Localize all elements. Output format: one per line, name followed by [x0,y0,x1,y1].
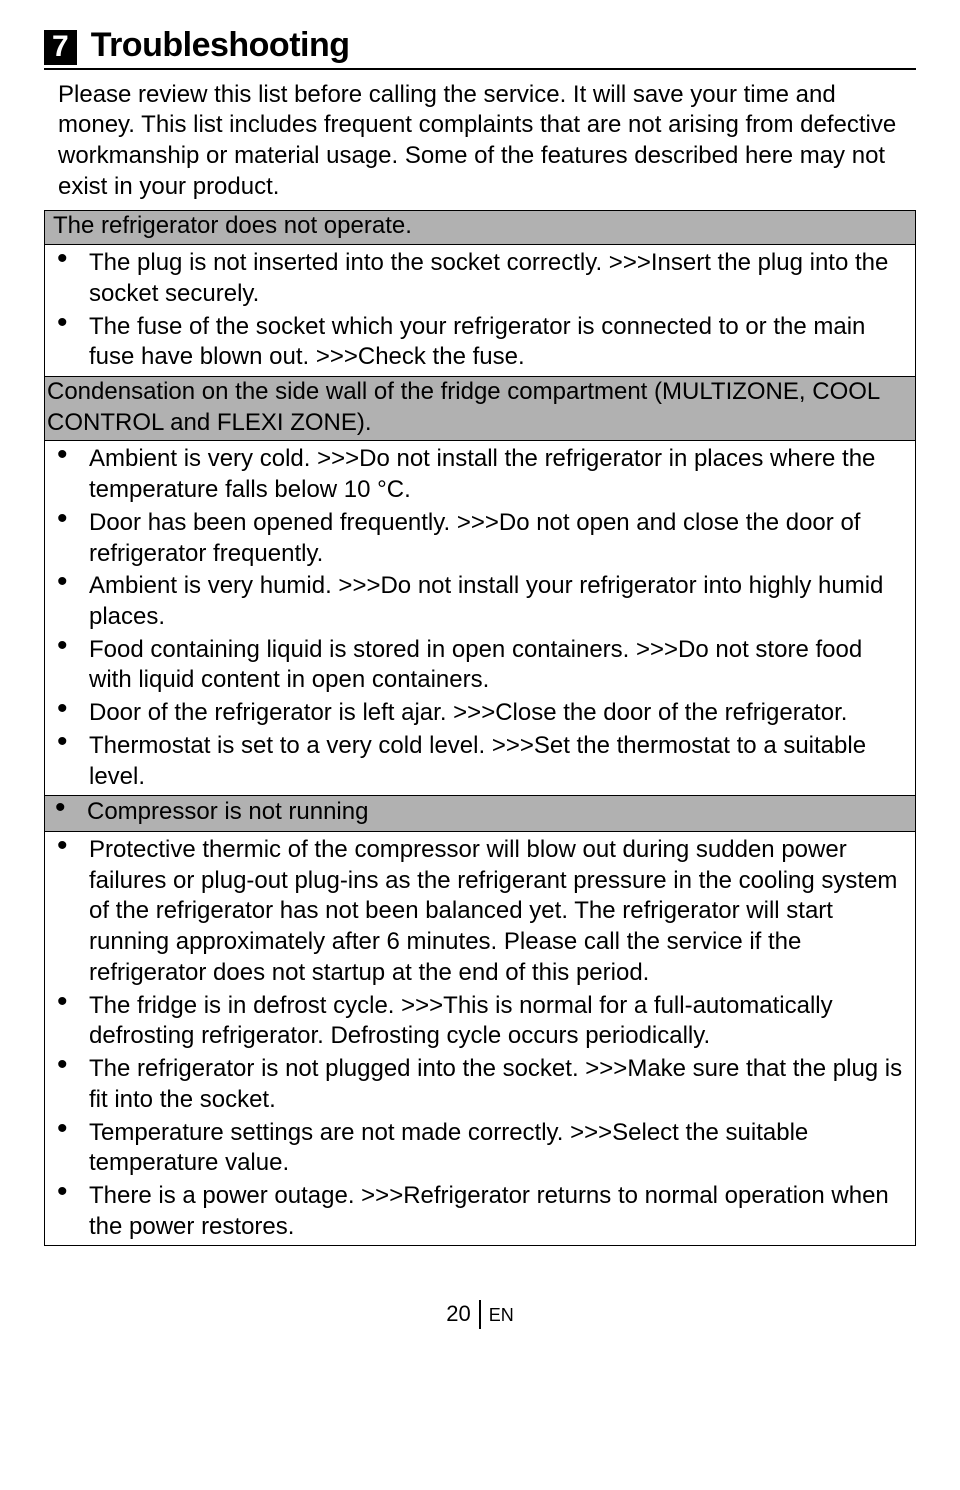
item-list: The plug is not inserted into the socket… [53,247,907,374]
item-list: Protective thermic of the compressor wil… [53,834,907,1243]
list-item: The plug is not inserted into the socket… [83,247,907,310]
chapter-title: Troubleshooting [91,24,350,68]
intro-paragraph: Please review this list before calling t… [44,80,916,211]
section-header-text: Condensation on the side wall of the fri… [47,378,879,436]
list-item: Temperature settings are not made correc… [83,1117,907,1180]
section-body: Ambient is very cold. >>>Do not install … [45,441,915,795]
page-number: 20 [446,1300,480,1328]
list-item: Door of the refrigerator is left ajar. >… [83,697,907,730]
section-header-text: Compressor is not running [81,796,911,829]
chapter-heading: 7 Troubleshooting [44,24,916,70]
item-list: Compressor is not running [53,796,911,829]
list-item: Ambient is very cold. >>>Do not install … [83,443,907,506]
chapter-number: 7 [44,30,77,65]
list-item: There is a power outage. >>>Refrigerator… [83,1180,907,1243]
section-header: The refrigerator does not operate. [45,211,915,245]
language-code: EN [489,1305,514,1325]
section-header-text: The refrigerator does not operate. [53,212,412,239]
section-body: The plug is not inserted into the socket… [45,245,915,376]
list-item: Door has been opened frequently. >>>Do n… [83,507,907,570]
section-header: Compressor is not running [45,795,915,832]
list-item: The fridge is in defrost cycle. >>>This … [83,990,907,1053]
list-item: The refrigerator is not plugged into the… [83,1053,907,1116]
page-footer: 20 EN [44,1300,916,1328]
list-item: Thermostat is set to a very cold level. … [83,730,907,793]
item-list: Ambient is very cold. >>>Do not install … [53,443,907,793]
list-item: Food containing liquid is stored in open… [83,634,907,697]
section-body: Protective thermic of the compressor wil… [45,832,915,1245]
list-item: The fuse of the socket which your refrig… [83,311,907,374]
list-item: Ambient is very humid. >>>Do not install… [83,570,907,633]
list-item: Protective thermic of the compressor wil… [83,834,907,990]
troubleshooting-table: The refrigerator does not operate. The p… [44,210,916,1246]
section-header: Condensation on the side wall of the fri… [45,376,915,441]
